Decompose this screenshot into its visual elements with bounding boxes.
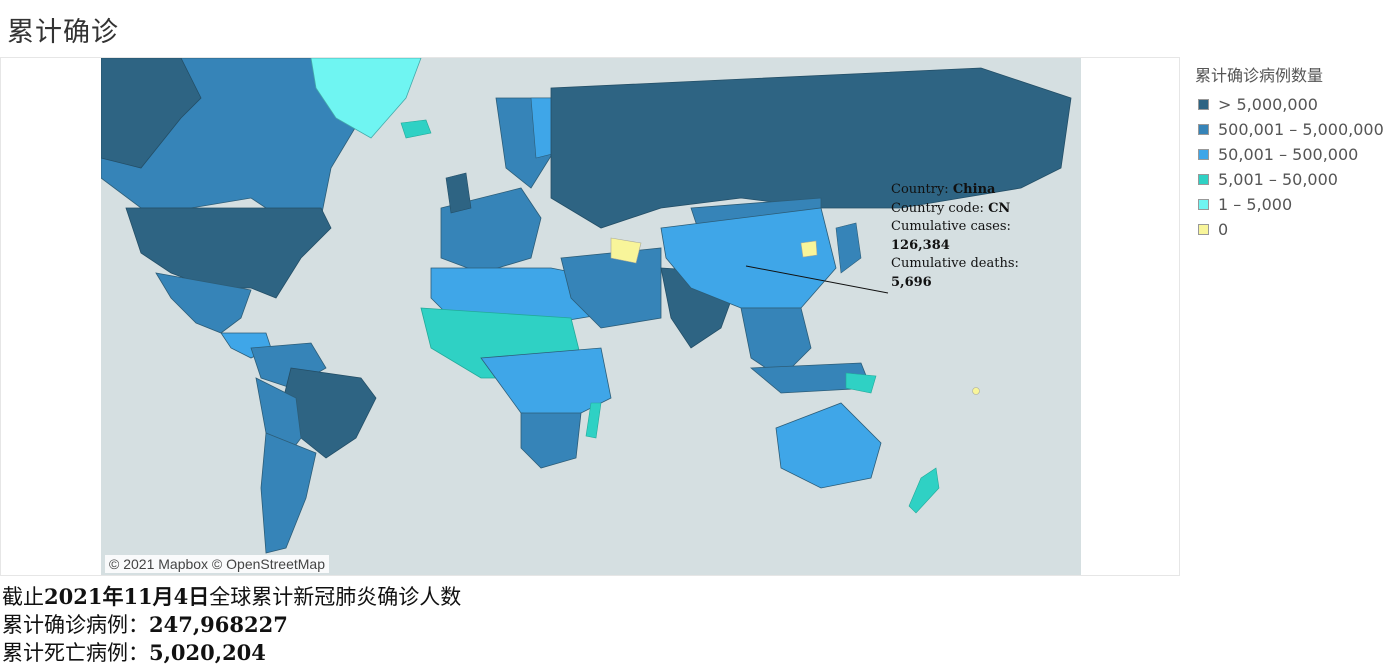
summary-line-date: 截止2021年11月4日全球累计新冠肺炎确诊人数 [2, 583, 461, 611]
legend-item[interactable]: 50,001 – 500,000 [1195, 142, 1395, 167]
summary-date: 2021年11月4日 [44, 584, 210, 609]
legend-title: 累计确诊病例数量 [1195, 66, 1324, 85]
region-madagascar [585, 402, 602, 439]
region-argentina-chile [260, 432, 317, 554]
region-australia [775, 402, 882, 489]
tooltip-cases-value: 126,384 [891, 237, 950, 253]
summary-deaths-label: 累计死亡病例： [2, 641, 149, 665]
legend-label: 0 [1218, 220, 1229, 239]
region-japan [835, 222, 862, 274]
region-turkmenistan [610, 237, 642, 264]
region-southeast-asia [740, 307, 812, 379]
tooltip-country-value: China [952, 182, 996, 197]
legend-swatch [1198, 199, 1209, 210]
region-middle-east [560, 247, 662, 329]
tooltip-deaths-label: Cumulative deaths: [891, 256, 1019, 271]
legend-swatch [1198, 124, 1209, 135]
region-png [845, 372, 877, 394]
region-north-korea [800, 240, 818, 258]
region-southern-africa [520, 412, 582, 469]
map-tooltip: Country: China Country code: CN Cumulati… [891, 181, 1041, 292]
tooltip-cases-label: Cumulative cases: [891, 219, 1011, 234]
summary-block: 截止2021年11月4日全球累计新冠肺炎确诊人数 累计确诊病例：247,9682… [2, 583, 461, 667]
map-legend: 累计确诊病例数量 > 5,000,000 500,001 – 5,000,000… [1195, 62, 1395, 242]
tooltip-code-value: CN [988, 200, 1011, 216]
region-uk [445, 172, 472, 214]
legend-item[interactable]: 0 [1195, 217, 1395, 242]
region-russia [550, 67, 1072, 229]
tooltip-country-label: Country: [891, 182, 953, 197]
legend-item[interactable]: 500,001 – 5,000,000 [1195, 117, 1395, 142]
legend-label: 1 – 5,000 [1218, 195, 1293, 214]
summary-deaths-value: 5,020,204 [149, 640, 266, 665]
legend-label: 500,001 – 5,000,000 [1218, 120, 1384, 139]
legend-swatch [1198, 224, 1209, 235]
summary-line-deaths: 累计死亡病例：5,020,204 [2, 639, 461, 667]
summary-prefix: 截止 [2, 585, 44, 609]
tooltip-leader-line [745, 265, 889, 294]
summary-line-cases: 累计确诊病例：247,968227 [2, 611, 461, 639]
legend-label: 50,001 – 500,000 [1218, 145, 1359, 164]
summary-suffix: 全球累计新冠肺炎确诊人数 [209, 585, 462, 609]
legend-swatch [1198, 99, 1209, 110]
tooltip-code-label: Country code: [891, 200, 989, 216]
page-title: 累计确诊 [7, 17, 119, 48]
legend-label: > 5,000,000 [1218, 95, 1318, 114]
world-choropleth-map[interactable]: © 2021 Mapbox © OpenStreetMap [101, 58, 1081, 575]
map-frame[interactable]: © 2021 Mapbox © OpenStreetMap [0, 57, 1180, 576]
summary-cases-value: 247,968227 [149, 612, 288, 637]
legend-label: 5,001 – 50,000 [1218, 170, 1338, 189]
legend-item[interactable]: 1 – 5,000 [1195, 192, 1395, 217]
region-alaska-usa [101, 58, 202, 169]
region-pacific-island [972, 387, 980, 395]
region-new-zealand [908, 467, 940, 514]
region-greenland [310, 58, 422, 139]
legend-item[interactable]: > 5,000,000 [1195, 92, 1395, 117]
tooltip-deaths-value: 5,696 [891, 274, 932, 290]
region-usa [125, 207, 332, 299]
map-attribution[interactable]: © 2021 Mapbox © OpenStreetMap [105, 555, 329, 573]
legend-swatch [1198, 174, 1209, 185]
region-iceland [400, 119, 432, 139]
legend-item[interactable]: 5,001 – 50,000 [1195, 167, 1395, 192]
summary-cases-label: 累计确诊病例： [2, 613, 149, 637]
legend-swatch [1198, 149, 1209, 160]
